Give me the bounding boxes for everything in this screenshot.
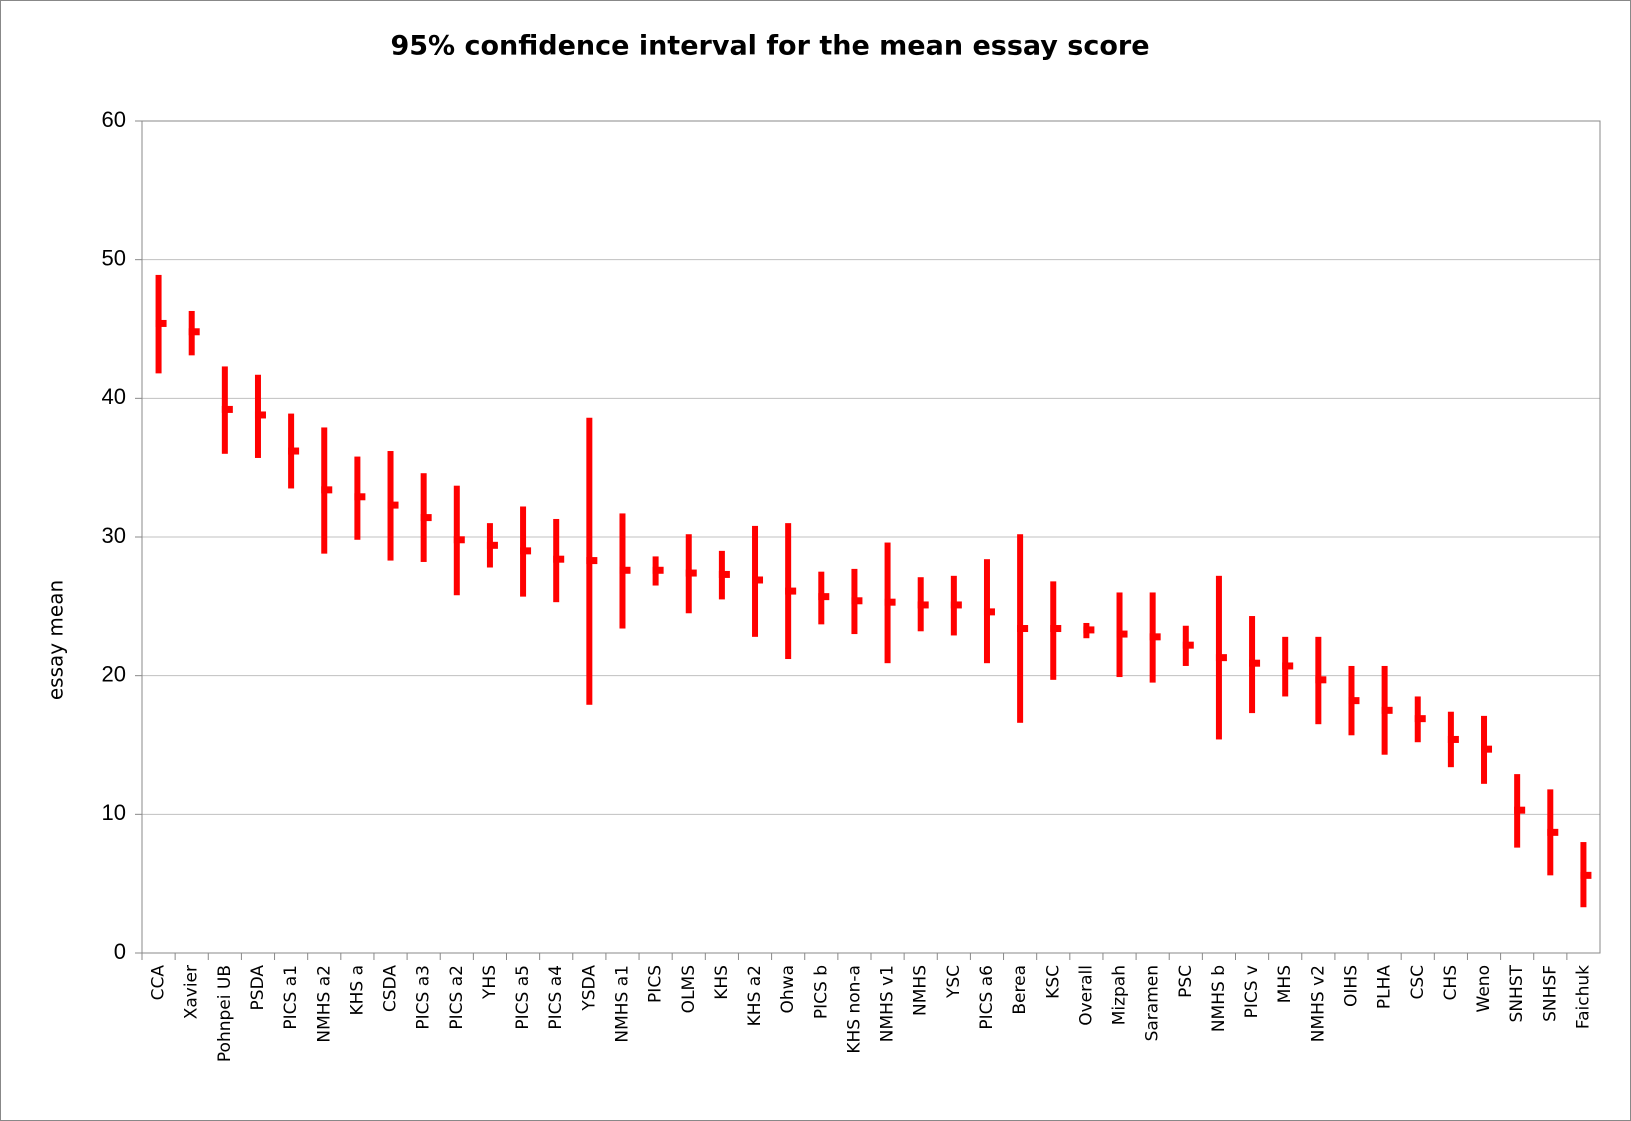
y-tick-label: 30	[102, 523, 126, 548]
x-tick-label: MHS	[1275, 965, 1295, 1003]
x-tick-label: NMHS b	[1209, 965, 1229, 1032]
mean-marker	[652, 566, 664, 574]
mean-marker	[1215, 654, 1227, 662]
chart-title: 95% confidence interval for the mean ess…	[390, 31, 1149, 62]
y-tick-label: 0	[114, 939, 126, 964]
x-tick-label: PICS b	[811, 965, 831, 1019]
x-tick-label: Pohnpei UB	[215, 965, 235, 1062]
x-tick-label: OIHS	[1341, 965, 1361, 1007]
x-tick-label: Saramen	[1143, 965, 1163, 1041]
mean-marker	[1116, 630, 1128, 638]
y-tick-label: 40	[102, 384, 126, 409]
x-tick-label: KHS non-a	[844, 965, 864, 1054]
x-tick-label: SNHSF	[1540, 965, 1560, 1022]
x-tick-label: Weno	[1474, 965, 1494, 1012]
x-tick-label: CSC	[1408, 965, 1428, 1000]
mean-marker	[221, 405, 233, 413]
x-tick-label: NMHS v1	[878, 965, 898, 1042]
x-tick-label: PICS a3	[414, 965, 434, 1030]
mean-marker	[1580, 871, 1592, 879]
mean-marker	[1514, 806, 1526, 814]
mean-marker	[420, 514, 432, 522]
x-tick-label: NMHS	[911, 965, 931, 1016]
mean-marker	[1249, 659, 1261, 667]
x-tick-label: PSDA	[248, 965, 268, 1011]
x-tick-label: KSC	[1043, 965, 1063, 999]
x-tick-label: NMHS a2	[314, 965, 334, 1043]
mean-marker	[752, 576, 764, 584]
mean-marker	[155, 319, 167, 327]
mean-marker	[586, 557, 598, 565]
x-tick-label: PICS a2	[447, 965, 467, 1030]
mean-marker	[884, 598, 896, 606]
x-tick-label: Xavier	[182, 965, 202, 1019]
x-tick-label: PICS a1	[281, 965, 301, 1030]
mean-marker	[288, 447, 300, 455]
x-tick-label: NMHS v2	[1308, 965, 1328, 1042]
x-tick-label: KHS a	[347, 965, 367, 1016]
y-axis-label: essay mean	[44, 580, 68, 700]
x-tick-label: CCA	[149, 965, 169, 1001]
y-tick-label: 10	[102, 800, 126, 825]
mean-marker	[1017, 625, 1029, 633]
mean-marker	[1348, 697, 1360, 705]
mean-marker	[354, 493, 366, 501]
x-tick-label: YSDA	[579, 965, 599, 1012]
mean-marker	[619, 566, 631, 574]
mean-marker	[785, 587, 797, 595]
x-tick-label: PICS a4	[546, 965, 566, 1030]
mean-marker	[387, 501, 399, 509]
mean-marker	[1447, 735, 1459, 743]
x-tick-label: PICS v	[1242, 965, 1262, 1018]
mean-marker	[453, 536, 465, 544]
mean-marker	[553, 555, 565, 563]
x-tick-label: CHS	[1441, 965, 1461, 1000]
x-tick-label: NMHS a1	[612, 965, 632, 1043]
x-tick-label: KHS a2	[745, 965, 765, 1026]
mean-marker	[851, 597, 863, 605]
mean-marker	[1149, 633, 1161, 641]
x-tick-label: KHS	[712, 965, 732, 1000]
mean-marker	[818, 593, 830, 601]
y-tick-label: 60	[102, 107, 126, 132]
y-tick-label: 20	[102, 661, 126, 686]
mean-marker	[520, 547, 532, 555]
mean-marker	[254, 411, 266, 419]
mean-marker	[950, 601, 962, 609]
mean-marker	[1282, 662, 1294, 670]
x-tick-label: Berea	[1010, 965, 1030, 1015]
x-tick-label: PICS a5	[513, 965, 533, 1030]
x-tick-label: Overall	[1076, 965, 1096, 1026]
y-tick-label: 50	[102, 245, 126, 270]
x-tick-label: Faichuk	[1573, 965, 1593, 1029]
x-tick-label: CSDA	[381, 965, 401, 1012]
mean-marker	[718, 570, 730, 578]
mean-marker	[685, 569, 697, 577]
x-tick-label: PLHA	[1375, 965, 1395, 1010]
mean-marker	[1481, 745, 1493, 753]
mean-marker	[188, 328, 200, 336]
x-tick-label: PICS	[646, 965, 666, 1003]
x-tick-label: YHS	[480, 965, 500, 1000]
x-tick-label: YSC	[944, 965, 964, 999]
mean-marker	[1547, 828, 1559, 836]
mean-marker	[1083, 626, 1095, 634]
mean-marker	[917, 601, 929, 609]
mean-marker	[1414, 715, 1426, 723]
mean-marker	[1315, 676, 1327, 684]
mean-marker	[1050, 625, 1062, 633]
mean-marker	[1381, 706, 1393, 714]
x-tick-label: SNHST	[1507, 964, 1527, 1022]
mean-marker	[486, 541, 498, 549]
x-tick-label: PICS a6	[977, 965, 997, 1030]
mean-marker	[983, 608, 995, 616]
x-tick-label: Ohwa	[778, 965, 798, 1013]
mean-marker	[321, 486, 333, 494]
mean-marker	[1182, 641, 1194, 649]
x-tick-label: OLMS	[679, 965, 699, 1013]
x-tick-label: Mizpah	[1110, 965, 1130, 1025]
x-tick-label: PSC	[1176, 965, 1196, 998]
